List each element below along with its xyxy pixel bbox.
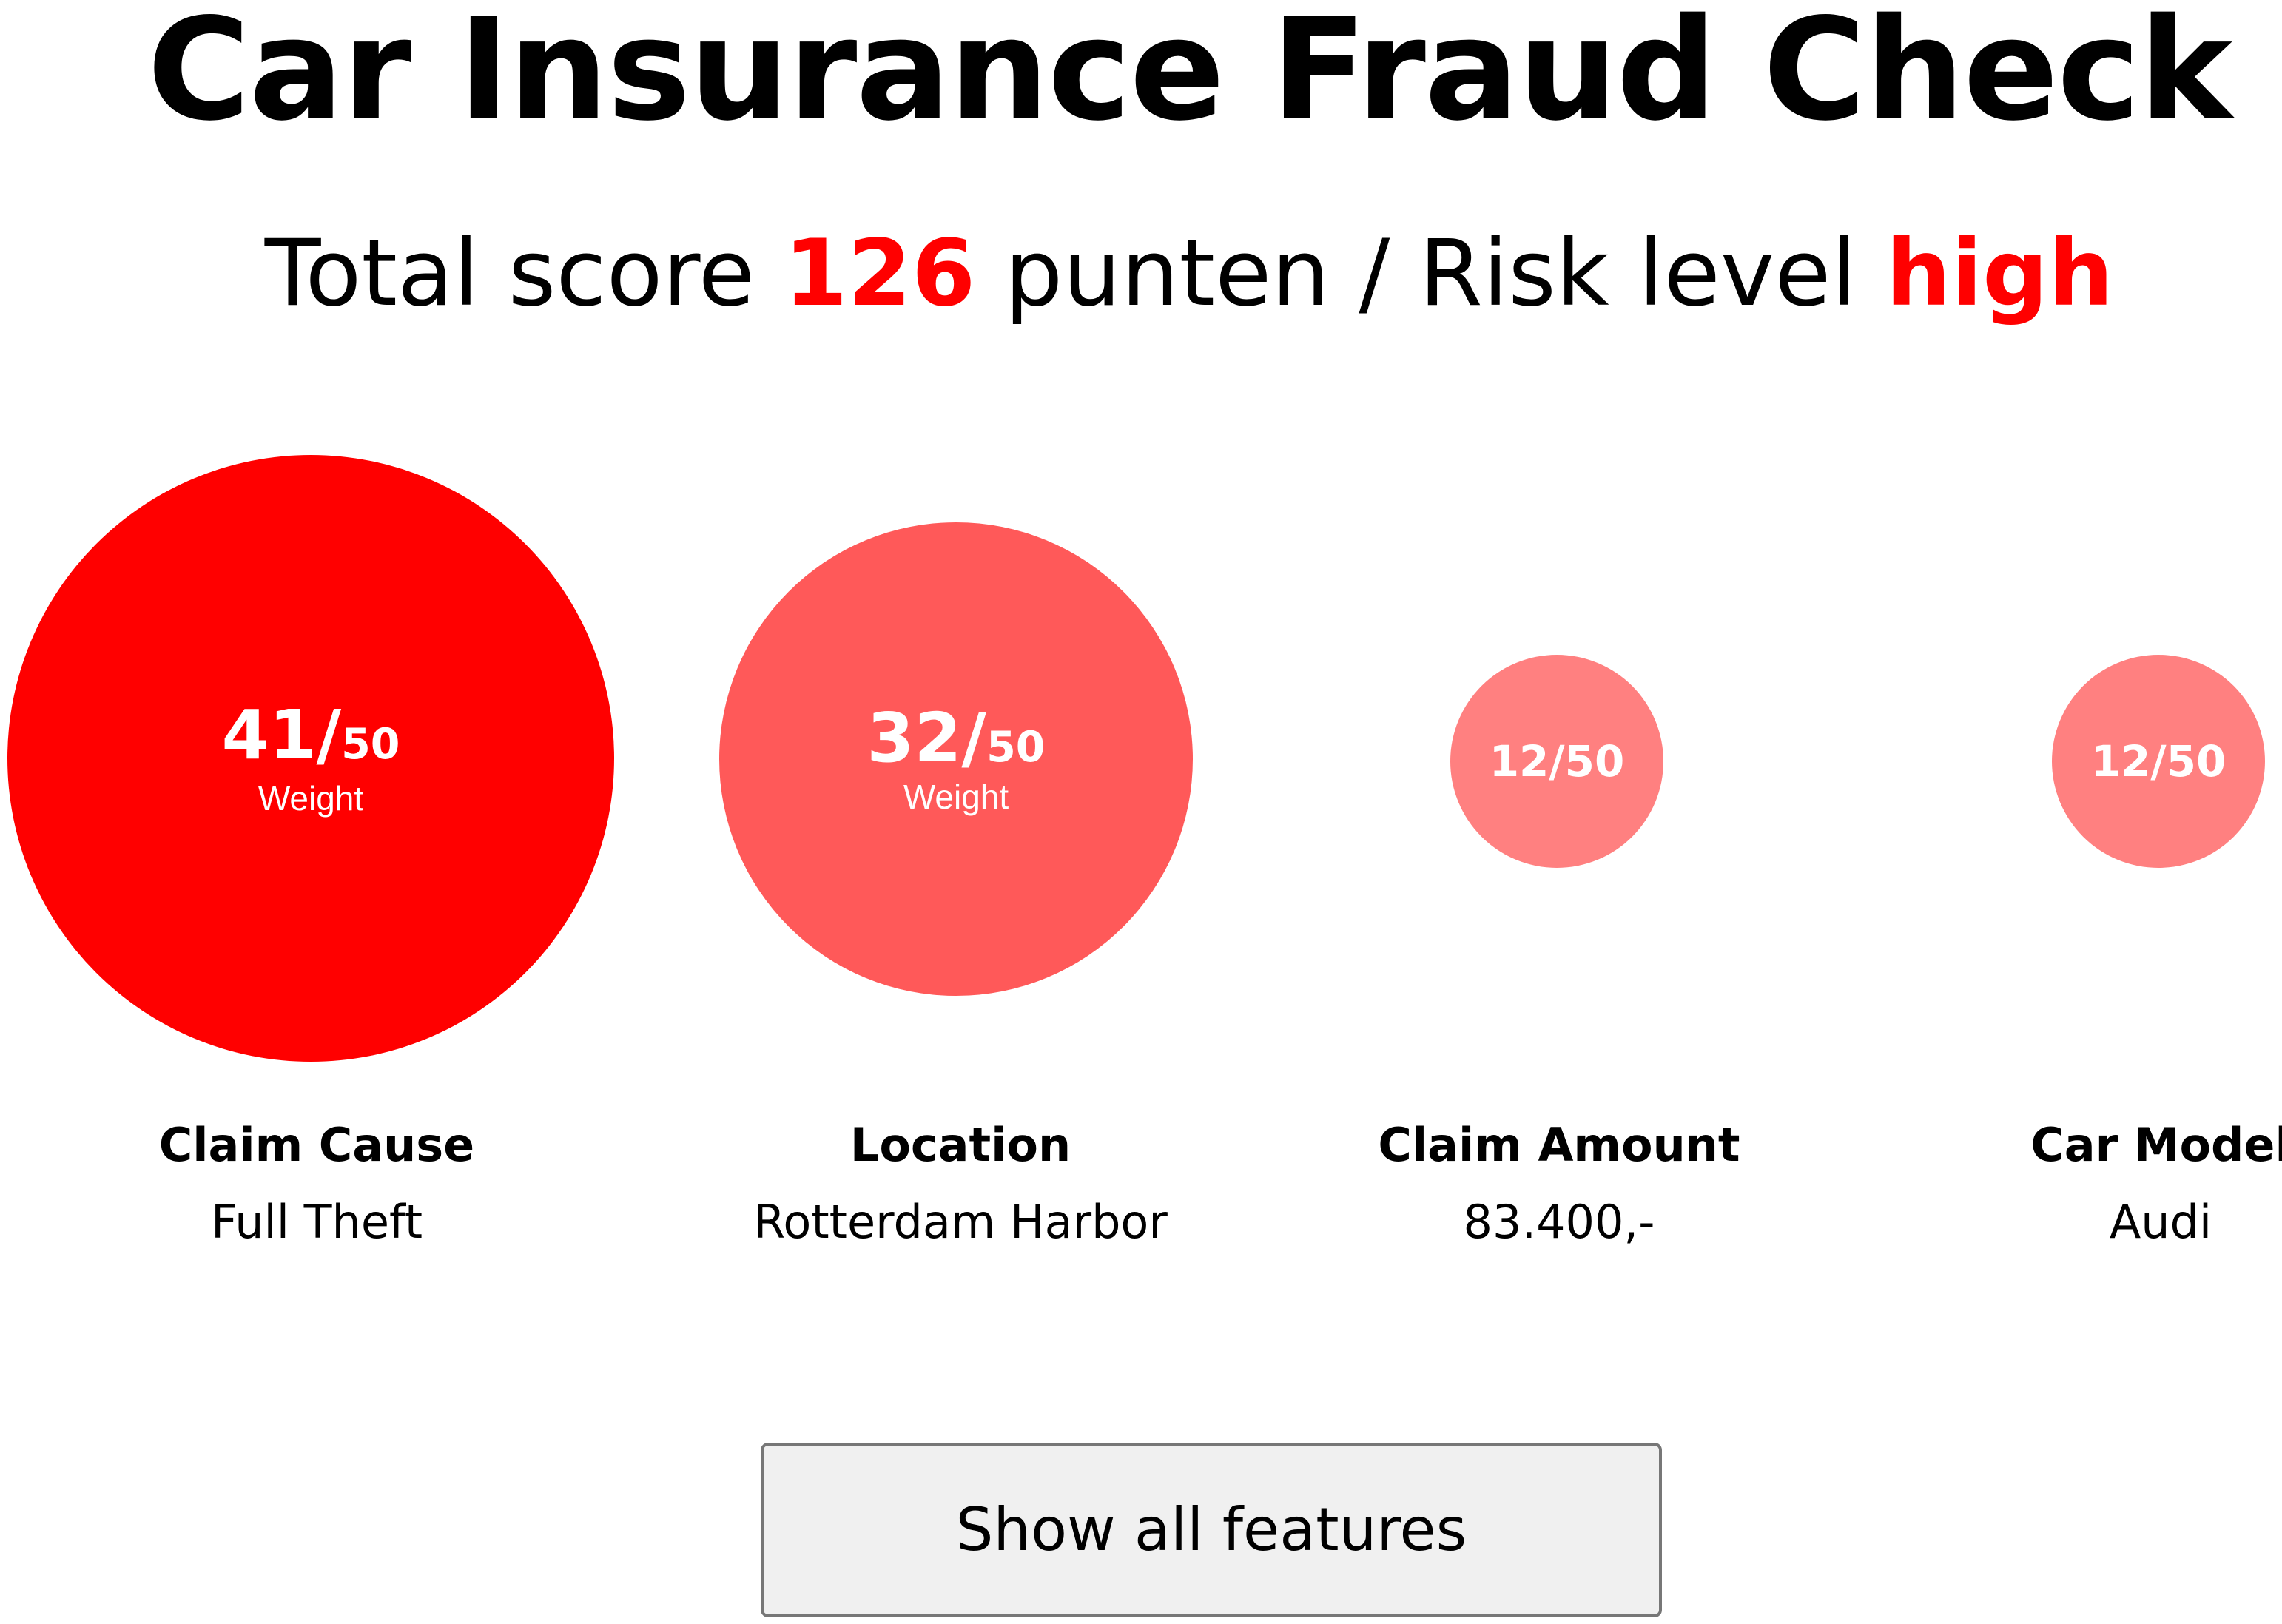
summary-middle: punten / Risk level	[975, 220, 1886, 327]
feature-location: Location Rotterdam Harbor	[701, 1116, 1219, 1252]
feature-score: 32/50	[866, 704, 1045, 772]
feature-score: 41/50	[221, 701, 400, 769]
score-max: 50	[341, 720, 400, 769]
feature-claim-amount: Claim Amount 83.400,-	[1300, 1116, 1818, 1252]
feature-value: Audi	[2109, 1195, 2212, 1249]
total-score-value: 126	[784, 220, 976, 327]
risk-level-value: high	[1885, 220, 2114, 327]
feature-score-circle-claim-amount: 12/50	[1450, 655, 1663, 868]
feature-name: Claim Amount	[1378, 1118, 1740, 1172]
feature-name: Claim Cause	[158, 1118, 475, 1172]
feature-car-model: Car Model Audi	[1902, 1116, 2282, 1252]
risk-summary: Total score 126 punten / Risk level high	[0, 226, 2282, 322]
feature-value: Rotterdam Harbor	[753, 1195, 1168, 1249]
feature-name: Car Model	[2030, 1118, 2282, 1172]
feature-score-circle-location: 32/50 Weight	[719, 522, 1193, 996]
feature-score-circle-car-model: 12/50	[2052, 655, 2265, 868]
page-title: Car Insurance Fraud Check	[147, 0, 2232, 152]
summary-prefix: Total score	[264, 220, 784, 327]
score-value: 32/	[866, 698, 987, 778]
score-value: 41/	[221, 695, 342, 775]
weight-label: Weight	[258, 779, 364, 818]
weight-label: Weight	[903, 778, 1009, 816]
feature-value: Full Theft	[210, 1195, 423, 1249]
feature-name: Location	[849, 1118, 1071, 1172]
feature-value: 83.400,-	[1463, 1195, 1655, 1249]
feature-score-circle-claim-cause: 41/50 Weight	[7, 455, 614, 1062]
score-max: 50	[986, 723, 1046, 772]
show-all-features-button[interactable]: Show all features	[761, 1443, 1662, 1617]
feature-claim-cause: Claim Cause Full Theft	[58, 1116, 576, 1252]
feature-score: 12/50	[2090, 736, 2227, 786]
feature-score: 12/50	[1489, 736, 1625, 786]
